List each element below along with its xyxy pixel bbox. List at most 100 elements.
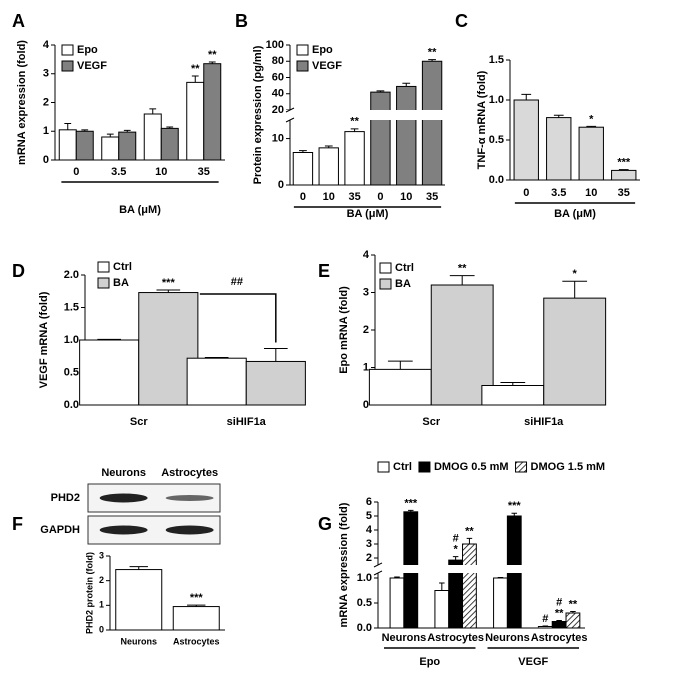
error-bar [511,512,518,516]
error-bar [618,169,629,171]
bar [186,357,247,406]
y-tick-label: 0 [278,179,284,191]
y-tick-label: 0 [43,154,49,166]
axis-break-mark [373,562,383,576]
x-tick-label: Astrocytes [173,636,220,646]
legend-swatch [61,60,74,72]
bar [370,91,391,186]
blot-band [165,525,214,535]
panel-label: F [12,514,23,534]
group-label: Epo [419,656,440,668]
error-bar [562,280,588,299]
annotation: ** [458,263,467,275]
y-tick-label: 10 [272,132,284,144]
x-tick-label: 0 [73,166,79,178]
axis-break-mark [285,107,295,123]
x-tick-label: Astrocytes [531,632,588,644]
y-tick-label: 3 [363,286,369,298]
bar [389,577,405,629]
legend-label: BA [113,277,129,289]
error-bar [149,108,157,114]
annotation: ** [428,47,437,59]
legend-swatch [97,277,110,289]
error-bar [376,90,385,93]
y-tick-label: 2 [99,575,104,585]
bar [537,626,553,629]
y-tick-label: 4 [43,39,50,51]
error-bar [402,82,411,87]
annotation: *** [508,500,522,512]
blot-column-label: Neurons [101,467,146,479]
legend-swatch [418,461,431,473]
blot-band [99,493,148,503]
annotation: # [453,533,459,545]
x-axis-label: BA (μM) [347,208,389,220]
x-tick-label: Neurons [382,632,427,644]
error-bar [449,275,475,285]
y-tick-label: 2 [363,324,369,336]
blot-column-label: Astrocytes [161,467,218,479]
error-bar [500,382,526,386]
bar [578,126,604,181]
bar [344,131,365,186]
x-tick-label: 35 [426,191,438,203]
error-bar [299,150,307,153]
legend-label: BA [395,278,411,290]
annotation: *** [162,277,176,289]
bar [75,130,94,161]
bracket-label: ## [231,276,243,288]
y-tick-label: 1.0 [489,94,504,106]
y-tick-label: 1 [363,361,369,373]
x-tick-label: siHIF1a [227,416,267,428]
error-bar [123,129,131,133]
legend-label: VEGF [77,60,107,72]
bar [513,99,539,181]
annotation: ** [465,525,474,537]
y-tick-label: 60 [272,71,284,83]
error-bar [408,509,414,512]
error-bar [556,620,562,622]
annotation: # [542,613,548,625]
legend-label: DMOG 0.5 mM [434,461,509,473]
x-tick-label: 35 [198,166,210,178]
legend-label: VEGF [312,60,342,72]
bar [292,152,314,186]
x-tick-label: Scr [422,416,440,428]
y-tick-label: 4 [363,249,370,261]
panel-label: B [235,11,248,31]
bar [396,85,417,186]
bar [160,127,179,161]
annotation: # [556,596,562,608]
bar [58,129,77,161]
legend-label: DMOG 1.5 mM [531,461,606,473]
y-axis-label: PHD2 protein (fold) [84,552,94,634]
axis-break [373,565,585,573]
bar [203,63,222,161]
bar [493,577,508,629]
y-tick-label: 0.5 [357,597,372,609]
legend-label: Ctrl [393,461,412,473]
y-tick-label: 3 [43,68,49,80]
error-bar [324,145,333,148]
x-tick-label: Astrocytes [427,632,484,644]
x-tick-label: 3.5 [111,166,126,178]
x-tick-label: 10 [155,166,167,178]
error-bar [81,129,89,132]
panel-label: C [455,11,468,31]
error-bar [64,122,72,130]
blot-band [99,525,148,535]
x-axis-label: BA (μM) [119,204,161,216]
y-tick-label: 4 [366,524,373,536]
bar [115,569,163,631]
error-bar [208,61,216,64]
bar [543,297,607,406]
bar [421,60,443,186]
annotation: * [453,544,458,556]
y-tick-label: 0 [99,624,104,634]
blot-row-label: GAPDH [40,524,80,536]
bar [546,117,572,181]
x-tick-label: siHIF1a [524,416,564,428]
x-tick-label: 3.5 [551,187,566,199]
x-tick-label: Neurons [485,632,530,644]
y-axis-label: Epo mRNA (fold) [338,286,350,374]
